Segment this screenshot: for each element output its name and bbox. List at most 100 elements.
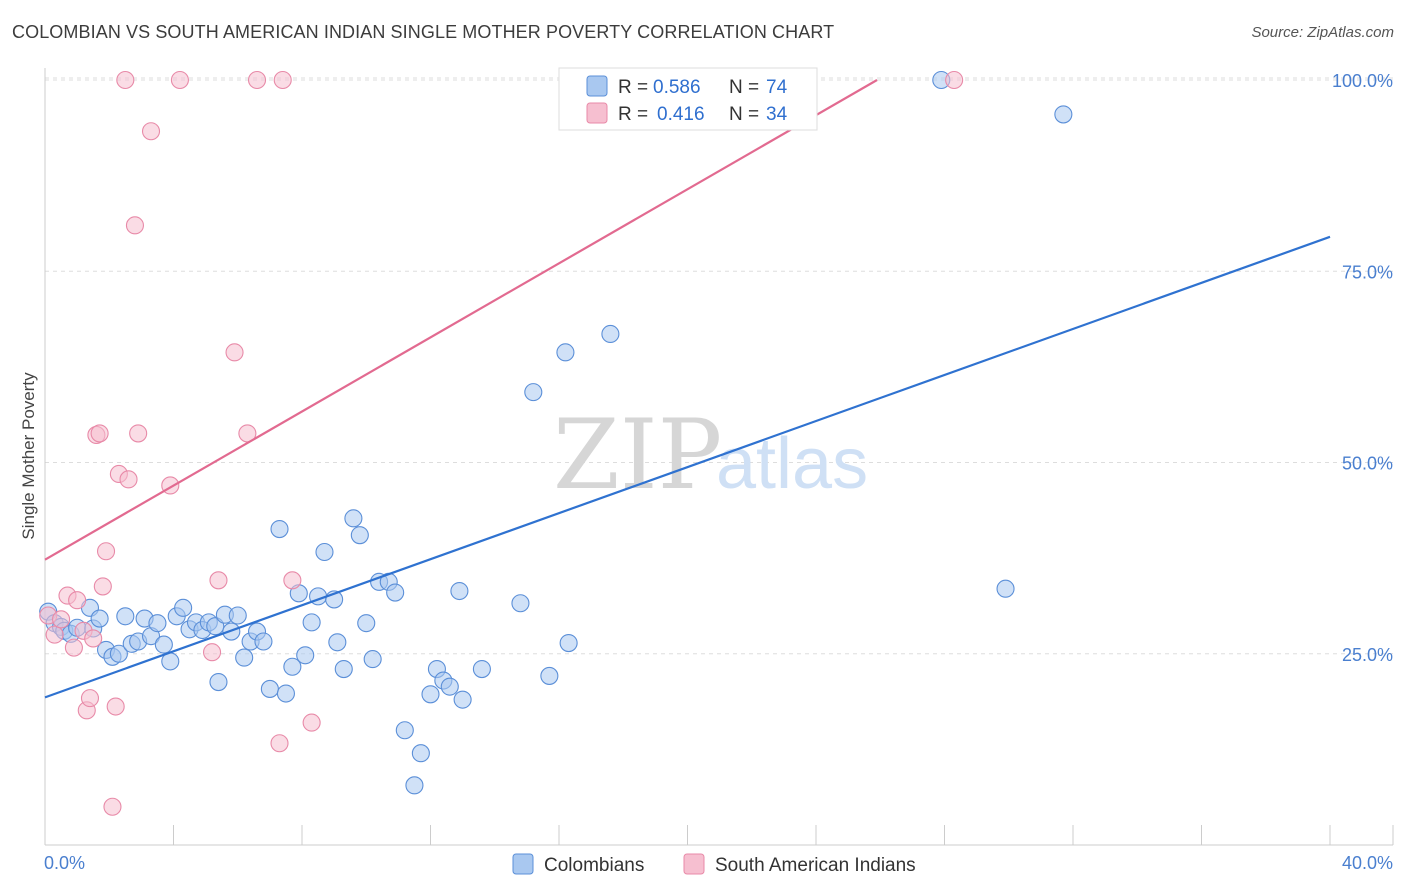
colombian-point [154,635,173,654]
south-american-indian-point [945,70,964,90]
colombian-point [511,594,530,613]
colombians-trend-line [44,235,1331,699]
bottom-legend: Colombians South American Indians [512,853,916,876]
legend-r-value-2: 0.416 [657,104,705,125]
south-american-indian-point [247,70,267,90]
y-tick-label: 50.0% [1342,454,1393,474]
y-tick-labels: 25.0% 50.0% 75.0% 100.0% [1332,71,1393,665]
chart-title: COLOMBIAN VS SOUTH AMERICAN INDIAN SINGL… [12,22,835,42]
south-american-indian-point [302,713,321,732]
south-american-indian-point [90,424,109,443]
south-american-indian-point [141,122,161,141]
legend-r-label-1: R = [618,77,648,98]
colombian-point [363,650,382,669]
colombian-point [440,677,459,696]
colombian-point [357,614,376,633]
south-american-indian-point [283,571,302,590]
watermark: ZIP atlas [553,399,868,511]
colombian-point [453,690,472,709]
bottom-legend-swatch-south-american-indians [683,853,705,875]
colombian-point [235,648,254,667]
colombian-point [116,607,135,626]
legend-n-value-2: 34 [766,104,788,125]
south-american-indian-point [116,70,135,90]
watermark-atlas: atlas [716,424,868,504]
colombian-point [334,659,353,679]
colombian-point [601,324,620,344]
south-american-indians-trend-line [44,79,878,561]
south-american-indian-point [106,697,125,716]
colombian-point [344,509,363,528]
source-credit: Source: ZipAtlas.com [1251,24,1394,41]
y-tick-label: 25.0% [1342,645,1393,665]
colombian-point [472,659,491,679]
colombian-point [405,776,424,795]
colombian-point [411,744,430,763]
bottom-legend-swatch-colombians [512,853,534,875]
legend-r-label-2: R = [618,104,648,125]
legend-n-label-1: N = [729,77,759,98]
south-american-indian-point [270,734,289,753]
south-american-indian-point [170,70,189,90]
y-tick-label: 75.0% [1342,262,1393,282]
watermark-zip: ZIP [553,399,722,511]
colombian-point [350,526,369,545]
south-american-indian-point [84,629,103,648]
colombian-point [254,632,273,651]
colombian-point [556,343,575,362]
legend-n-label-2: N = [729,104,759,125]
south-american-indian-point [103,797,122,816]
colombian-point [209,673,228,692]
colombian-point [90,609,109,628]
south-american-indian-point [96,542,116,561]
south-american-indian-point [273,70,292,90]
south-american-indian-point [203,643,222,662]
grid-lines [45,77,1394,845]
x-tick-labels: 0.0% 40.0% [44,853,1393,873]
colombian-point [283,657,302,676]
south-american-indian-point [45,625,64,644]
y-tick-label: 100.0% [1332,71,1393,91]
colombian-point [328,633,347,652]
south-american-indian-point [119,470,138,489]
colombian-point [996,579,1015,598]
trend-lines [44,79,1331,699]
south-american-indian-point [68,591,87,610]
south-american-indian-point [52,610,71,629]
south-american-indian-point [80,689,100,708]
data-points [39,70,1073,816]
colombian-point [148,614,167,633]
legend-n-value-1: 74 [766,77,788,98]
bottom-legend-label-south-american-indians: South American Indians [715,855,916,876]
colombian-point [386,583,405,602]
colombian-point [174,598,193,617]
colombian-point [302,613,321,632]
colombian-point [1054,105,1073,124]
colombian-point [559,633,578,653]
colombian-point [421,685,440,704]
legend: R = 0.586 N = 74 R = 0.416 N = 34 [558,67,818,131]
colombian-point [260,679,279,698]
colombian-point [540,666,559,685]
legend-swatch-colombians [586,75,608,97]
x-tick-label-min: 0.0% [44,853,85,873]
colombian-point [296,646,315,665]
south-american-indian-point [225,343,244,362]
colombian-point [228,606,247,625]
y-axis-label: Single Mother Poverty [19,372,38,540]
south-american-indian-point [209,571,228,590]
legend-swatch-south-american-indians [586,102,608,124]
colombian-point [395,721,414,740]
axes [44,68,1393,846]
colombian-point [276,684,295,703]
x-tick-label-max: 40.0% [1342,853,1393,873]
colombian-point [109,644,128,663]
colombian-point [315,542,334,562]
legend-r-value-1: 0.586 [653,77,701,98]
colombian-point [270,520,289,539]
south-american-indian-point [125,216,144,235]
colombian-point [524,383,543,402]
south-american-indian-point [93,577,112,596]
bottom-legend-label-colombians: Colombians [544,855,644,876]
